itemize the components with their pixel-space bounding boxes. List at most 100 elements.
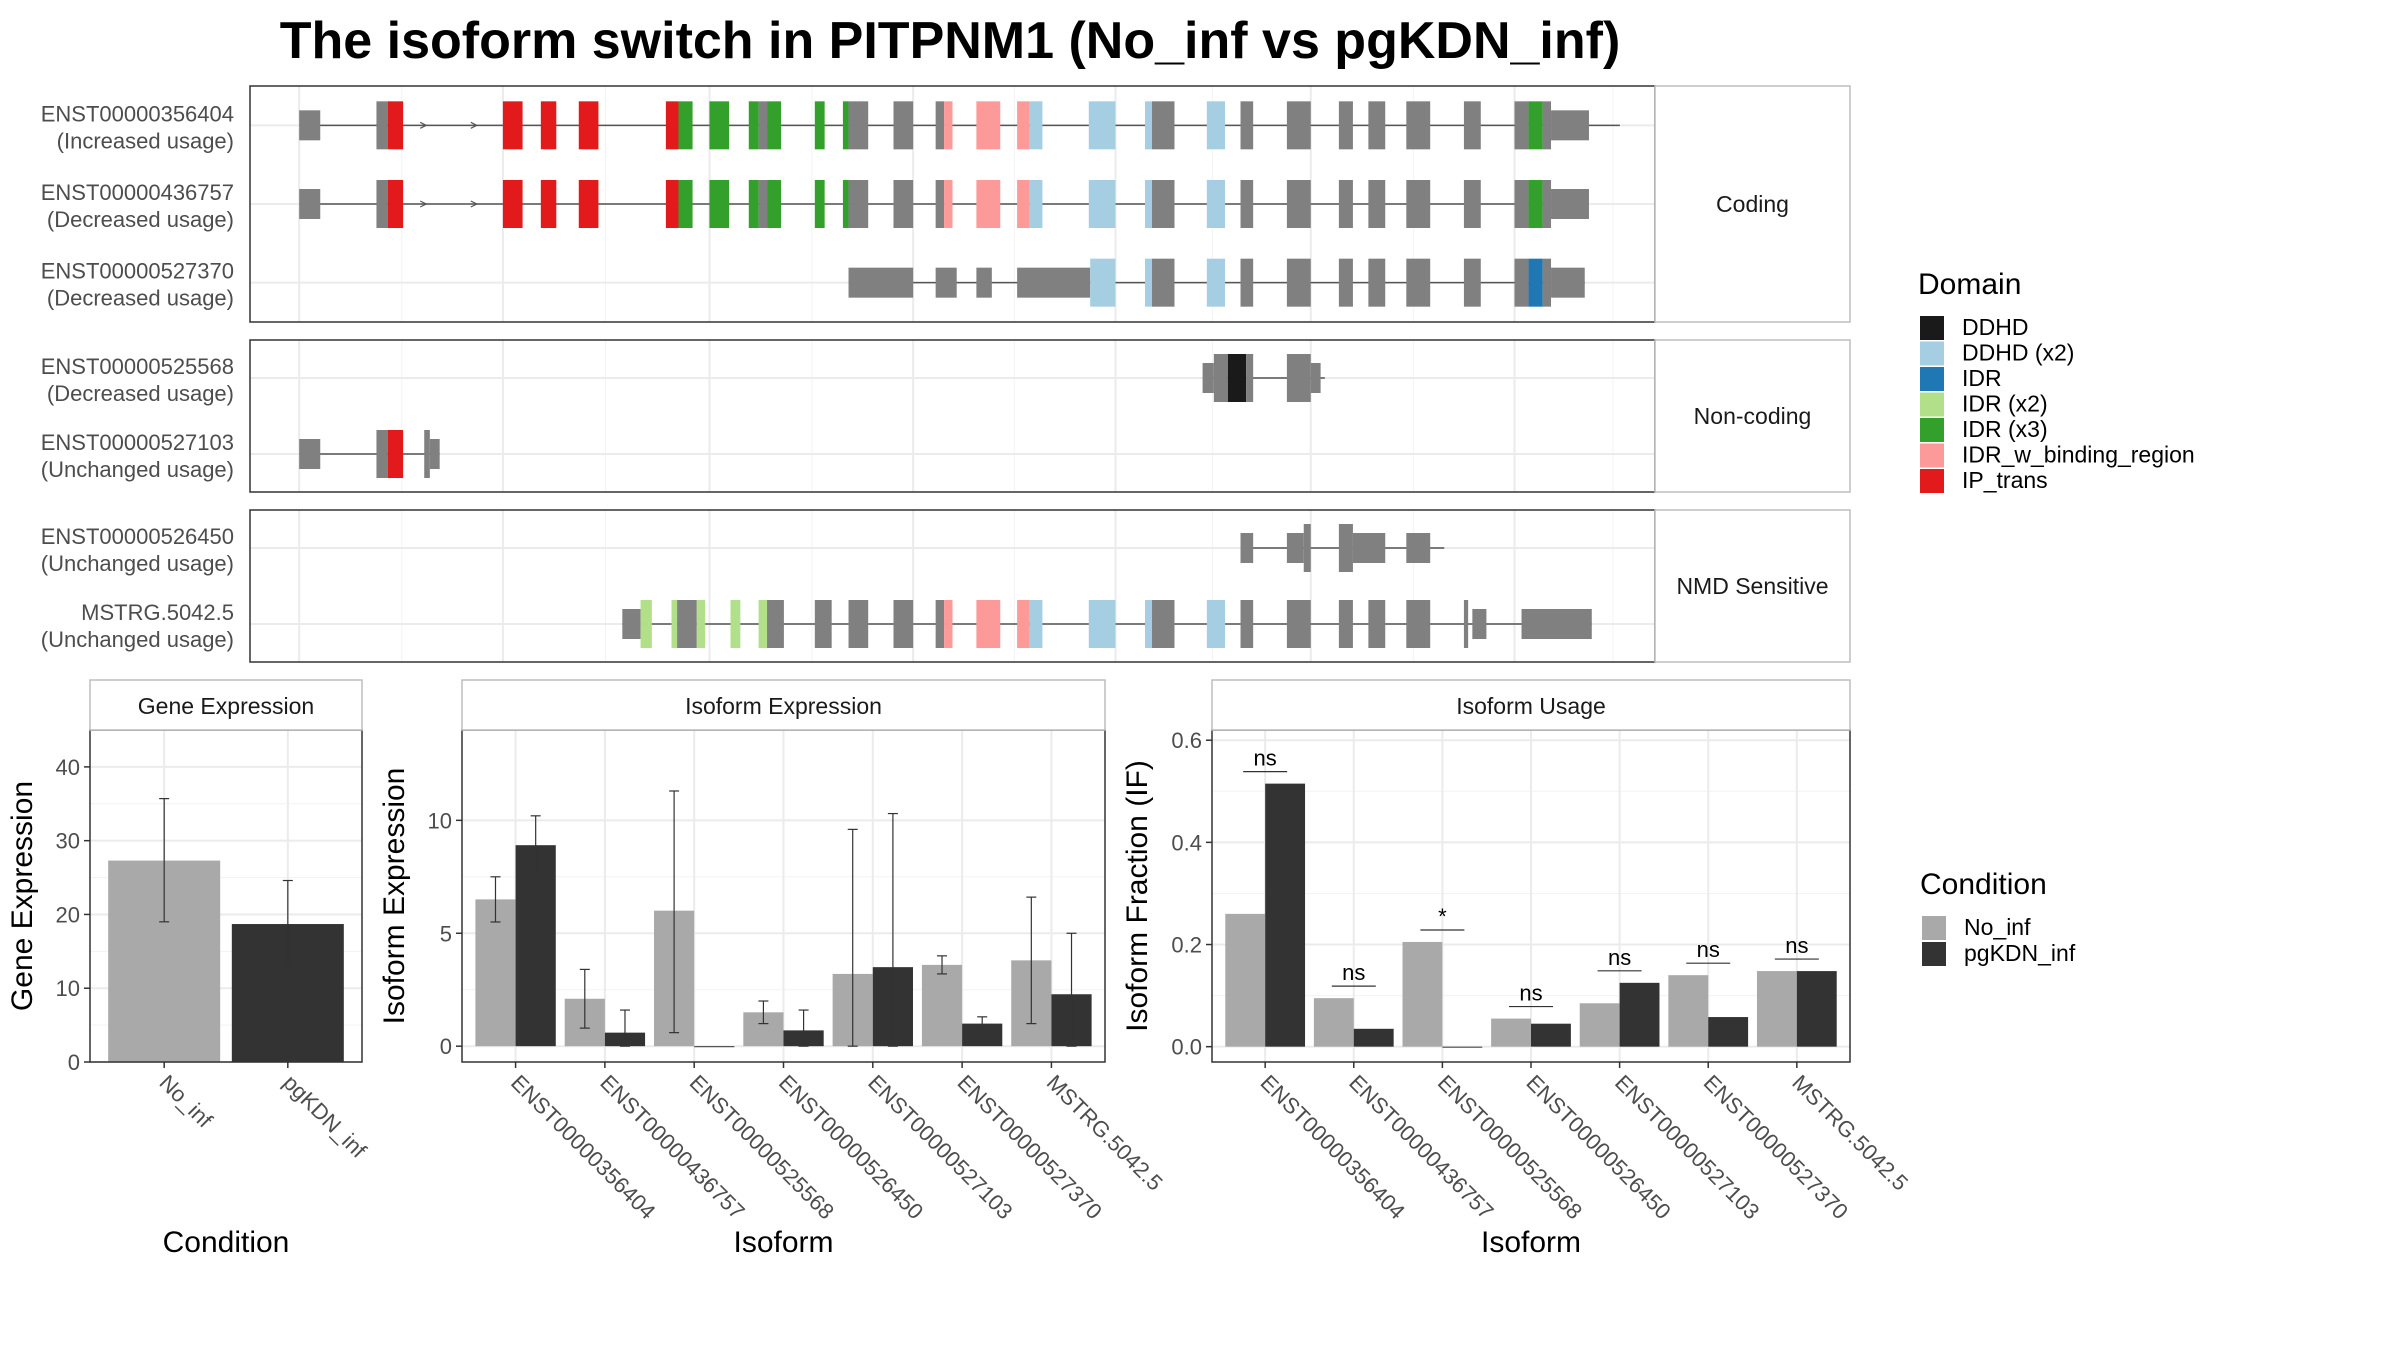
legend-swatch [1920, 418, 1944, 442]
exon-block [1144, 101, 1153, 150]
bar-chart-isoform-usage: 0.0 0.2 0.4 0.6 ns ns * ns ns ns ns Isoform Usage EN… [1121, 679, 1913, 1259]
exon-block [1152, 180, 1175, 228]
exon-block [376, 430, 388, 478]
exon-block [1286, 533, 1304, 563]
exon-block [1227, 354, 1247, 402]
exon-block [730, 600, 741, 648]
legend-label: IDR (x2) [1962, 391, 2048, 417]
bar-chart-gene-expression: 0 10 20 30 40 Gene Expression No_inf pgKDN_inf C… [6, 679, 372, 1259]
figure-title: The isoform switch in PITPNM1 (No_inf vs… [280, 12, 1621, 70]
exon-block [299, 189, 321, 219]
isoform-ENST00000527103 [299, 430, 440, 478]
exon-block [1090, 258, 1116, 307]
exon-block [848, 101, 869, 150]
isoform-MSTRG.5042.5 [622, 600, 1592, 648]
facet-strip [1211, 679, 1851, 731]
exon-block [848, 600, 869, 648]
exon-block [429, 439, 440, 469]
isoform-ENST00000527370 [848, 258, 1585, 307]
y-tick-label: 0.2 [1171, 933, 1202, 958]
y-axis-title: Gene Expression [6, 781, 39, 1011]
chart-title: Isoform Expression [685, 693, 882, 719]
legend-swatch [1922, 916, 1946, 940]
exon-block [1017, 600, 1030, 648]
legend-label: DDHD (x2) [1962, 340, 2074, 366]
exon-block [758, 101, 768, 150]
y-axis-title: Isoform Fraction (IF) [1121, 760, 1154, 1032]
isoform-usage-label: (Decreased usage) [47, 381, 234, 406]
exon-block [387, 101, 404, 150]
exon-block [1406, 533, 1431, 563]
exon-block [1017, 101, 1030, 150]
exon-block [1551, 110, 1589, 141]
exon-block [1286, 258, 1311, 307]
legend-swatch [1920, 443, 1944, 468]
exon-block [1017, 267, 1091, 298]
exon-block [1144, 258, 1153, 307]
significance-label: * [1438, 904, 1447, 929]
exon-block [1206, 101, 1226, 150]
exon-block [540, 180, 557, 228]
chart-title: Isoform Usage [1456, 693, 1606, 719]
isoform-id-label: ENST00000525568 [41, 354, 234, 379]
isoform-usage-label: (Decreased usage) [47, 207, 234, 232]
x-tick-label: pgKDN_inf [278, 1070, 372, 1164]
exon-block [1368, 101, 1386, 150]
facet-strip [1654, 339, 1851, 493]
exon-block [502, 180, 523, 228]
exon-block [1017, 180, 1030, 228]
exon-block [671, 600, 678, 648]
exon-block [540, 101, 557, 150]
exon-block [1286, 600, 1311, 648]
facet-strip-label: Coding [1716, 191, 1789, 217]
x-tick-label: ENST00000526450 [1521, 1070, 1675, 1224]
exon-block [1206, 600, 1226, 648]
exon-block [767, 180, 782, 228]
facet-strip-label: Non-coding [1694, 403, 1812, 429]
legend-label: IDR [1962, 365, 2002, 391]
x-tick-label: ENST00000356404 [1256, 1070, 1410, 1224]
exon-block [1528, 101, 1543, 150]
exon-block [1240, 600, 1254, 648]
significance-label: ns [1608, 945, 1631, 970]
legend-swatch [1920, 341, 1944, 366]
exon-block [842, 180, 849, 228]
exon-block [1463, 180, 1481, 228]
exon-block [893, 101, 914, 150]
exon-block [622, 609, 641, 639]
legend-label: IDR (x3) [1962, 416, 2048, 442]
exon-block [665, 101, 679, 150]
legend-swatch [1920, 316, 1944, 340]
exon-block [1528, 258, 1543, 307]
x-tick-label: ENST00000527370 [1699, 1070, 1853, 1224]
exon-block [1352, 533, 1386, 563]
legend-swatch [1922, 942, 1946, 966]
exon-block [1144, 180, 1153, 228]
exon-block [976, 267, 992, 298]
exon-block [678, 101, 693, 150]
y-tick-label: 20 [56, 902, 80, 927]
y-tick-label: 10 [428, 808, 452, 833]
exon-block [1463, 101, 1481, 150]
isoform-id-label: ENST00000436757 [41, 180, 234, 205]
isoform-id-label: ENST00000527103 [41, 430, 234, 455]
bar [1353, 1028, 1394, 1047]
exon-block [1029, 101, 1043, 150]
isoform-usage-label: (Decreased usage) [47, 286, 234, 311]
y-tick-label: 30 [56, 829, 80, 854]
exon-block [944, 180, 953, 228]
exon-block [387, 430, 404, 478]
structure-panel-nmd-sensitive: NMD Sensitive [249, 509, 1851, 663]
exon-block [299, 110, 321, 141]
exon-block [1514, 101, 1529, 150]
exon-block [935, 600, 945, 648]
exon-block [1240, 180, 1254, 228]
exon-block [678, 180, 693, 228]
significance-label: ns [1519, 981, 1542, 1006]
exon-block [935, 267, 957, 298]
y-tick-label: 0.6 [1171, 728, 1202, 753]
exon-block [758, 600, 768, 648]
exon-block [935, 180, 945, 228]
